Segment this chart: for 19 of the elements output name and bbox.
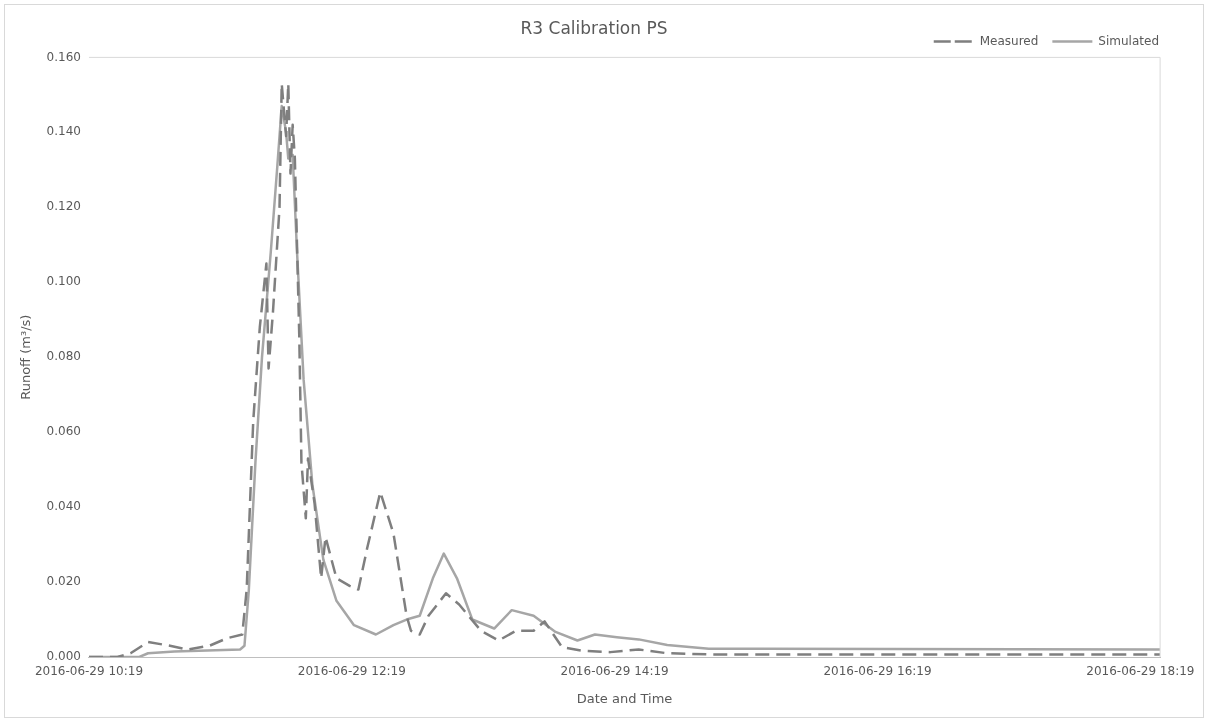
y-tick-label: 0.120 [46, 199, 81, 214]
x-tick-label: 2016-06-29 16:19 [823, 664, 932, 679]
y-tick-label: 0.160 [46, 49, 81, 64]
y-tick-label: 0.040 [46, 499, 81, 514]
chart-title: R3 Calibration PS [520, 17, 668, 38]
y-axis-title: Runoff (m³/s) [18, 314, 34, 400]
x-tick-label: 2016-06-29 12:19 [297, 664, 406, 679]
y-tick-label: 0.000 [46, 649, 81, 664]
x-axis-title: Date and Time [576, 690, 673, 706]
legend-label: Simulated [1098, 33, 1159, 48]
y-tick-label: 0.100 [46, 274, 81, 289]
x-tick-label: 2016-06-29 14:19 [560, 664, 669, 679]
legend-label: Measured [979, 33, 1039, 48]
y-tick-label: 0.060 [46, 424, 81, 439]
y-tick-label: 0.080 [46, 349, 81, 364]
x-tick-label: 2016-06-29 18:19 [1086, 664, 1195, 679]
y-tick-label: 0.020 [46, 574, 81, 589]
y-tick-label: 0.140 [46, 124, 81, 139]
x-tick-label: 2016-06-29 10:19 [34, 664, 144, 679]
